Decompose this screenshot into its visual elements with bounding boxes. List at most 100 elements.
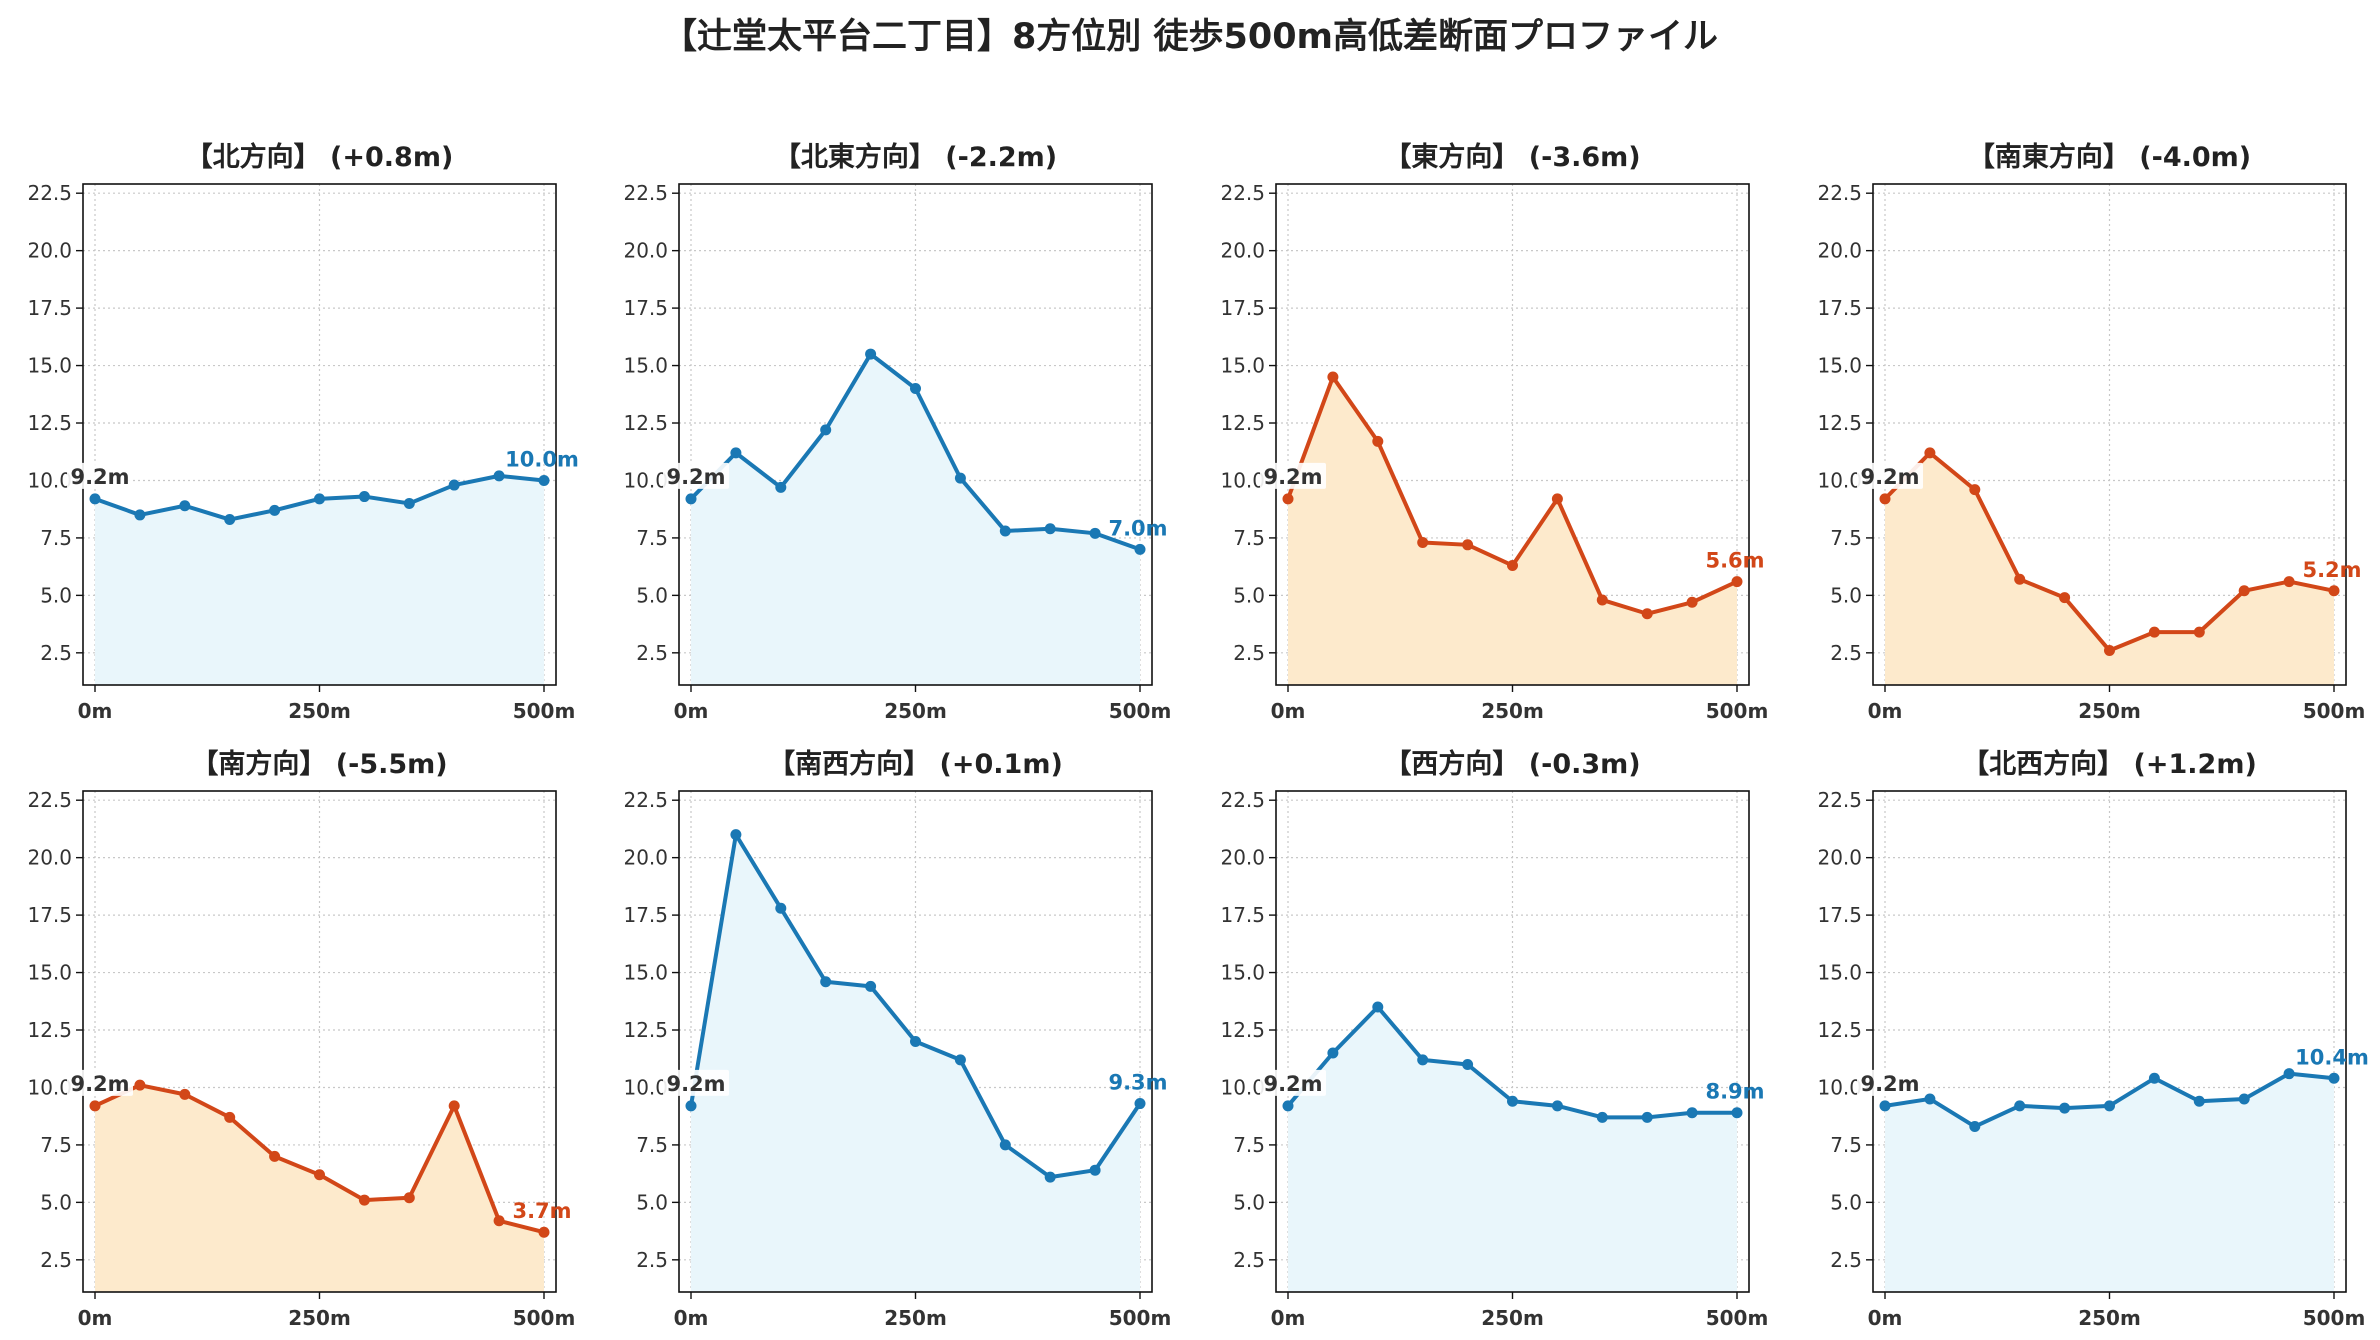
data-point [1327,1047,1339,1059]
data-point [1969,484,1981,496]
y-tick-label: 15.0 [1817,354,1862,378]
elevation-area [691,834,1140,1292]
x-tick-label: 250m [1481,699,1544,723]
y-tick-label: 20.0 [27,846,72,870]
data-point [224,1111,236,1123]
data-point [89,493,101,505]
data-point [1134,1098,1146,1110]
x-tick-label: 500m [513,1306,576,1330]
data-point [179,1088,191,1100]
data-point [775,481,787,493]
y-tick-label: 10.0 [27,468,72,492]
data-point [358,491,370,503]
y-tick-label: 12.5 [1220,411,1265,435]
y-tick-label: 17.5 [27,296,72,320]
end-label: 5.6m [1705,549,1764,573]
panel-title: 【西方向】 (-0.3m) [1384,748,1640,780]
data-point [269,1150,281,1162]
data-point [1596,594,1608,606]
data-point [999,1139,1011,1151]
data-point [1462,1058,1474,1070]
data-point [538,1226,550,1238]
y-tick-label: 12.5 [623,1018,668,1042]
data-point [493,1215,505,1227]
y-tick-label: 15.0 [1817,961,1862,985]
x-tick-label: 250m [288,1306,351,1330]
y-tick-label: 20.0 [1220,239,1265,263]
y-tick-label: 5.0 [40,1190,72,1214]
y-tick-label: 17.5 [623,903,668,927]
y-tick-label: 5.0 [636,583,668,607]
y-tick-label: 10.0 [1817,468,1862,492]
data-point [1731,576,1743,588]
panel-title: 【北西方向】 (+1.2m) [1962,748,2257,780]
y-tick-label: 17.5 [27,903,72,927]
elevation-area [1288,1007,1737,1292]
y-tick-label: 20.0 [27,239,72,263]
data-point [2238,1093,2250,1105]
y-tick-label: 7.5 [1233,1133,1265,1157]
start-label-box [663,462,729,489]
data-point [1462,539,1474,551]
y-tick-label: 20.0 [1220,846,1265,870]
panel-title: 【南方向】 (-5.5m) [191,748,447,780]
y-tick-label: 12.5 [623,411,668,435]
start-label: 9.2m [1860,465,1919,489]
x-tick-label: 0m [78,1306,113,1330]
x-tick-label: 250m [884,1306,947,1330]
data-point [403,1192,415,1204]
data-point [1417,1054,1429,1066]
data-point [2238,585,2250,597]
data-point [2328,585,2340,597]
data-point [89,1100,101,1112]
y-tick-label: 22.5 [1817,181,1862,205]
x-tick-label: 250m [2078,1306,2141,1330]
y-tick-label: 5.0 [1233,1190,1265,1214]
data-point [1879,493,1891,505]
y-tick-label: 10.0 [623,468,668,492]
y-tick-label: 7.5 [40,1133,72,1157]
y-tick-label: 22.5 [27,788,72,812]
data-point [2193,626,2205,638]
data-point [1044,523,1056,535]
data-point [1044,1171,1056,1183]
x-tick-label: 500m [1706,699,1769,723]
data-point [2014,1100,2026,1112]
y-tick-label: 12.5 [27,1018,72,1042]
y-tick-label: 5.0 [1830,583,1862,607]
start-label-box [1857,1069,1923,1096]
y-tick-label: 7.5 [40,526,72,550]
data-point [1641,608,1653,620]
data-point [685,1100,697,1112]
start-label-box [1857,462,1923,489]
y-tick-label: 17.5 [1817,296,1862,320]
panel-title: 【南東方向】 (-4.0m) [1968,141,2251,173]
y-tick-label: 2.5 [636,641,668,665]
data-point [775,902,787,914]
data-point [2193,1095,2205,1107]
panel-title: 【東方向】 (-3.6m) [1384,141,1640,173]
y-tick-label: 20.0 [623,239,668,263]
y-tick-label: 17.5 [623,296,668,320]
y-tick-label: 2.5 [40,641,72,665]
data-point [820,976,832,988]
start-label-box [663,1069,729,1096]
panel-title: 【北東方向】 (-2.2m) [774,141,1057,173]
data-point [1089,1164,1101,1176]
start-label: 9.2m [1263,1072,1322,1096]
elevation-area [691,354,1140,685]
y-tick-label: 10.0 [1817,1075,1862,1099]
data-point [134,509,146,521]
data-point [730,829,742,841]
y-tick-label: 22.5 [623,181,668,205]
y-tick-label: 7.5 [1830,526,1862,550]
y-tick-label: 15.0 [27,354,72,378]
end-label: 5.2m [2302,558,2361,582]
y-tick-label: 22.5 [1220,181,1265,205]
x-tick-label: 0m [674,699,709,723]
data-point [2328,1072,2340,1084]
end-label: 10.4m [2295,1045,2369,1069]
data-point [1731,1107,1743,1119]
elevation-area [1885,1073,2334,1292]
